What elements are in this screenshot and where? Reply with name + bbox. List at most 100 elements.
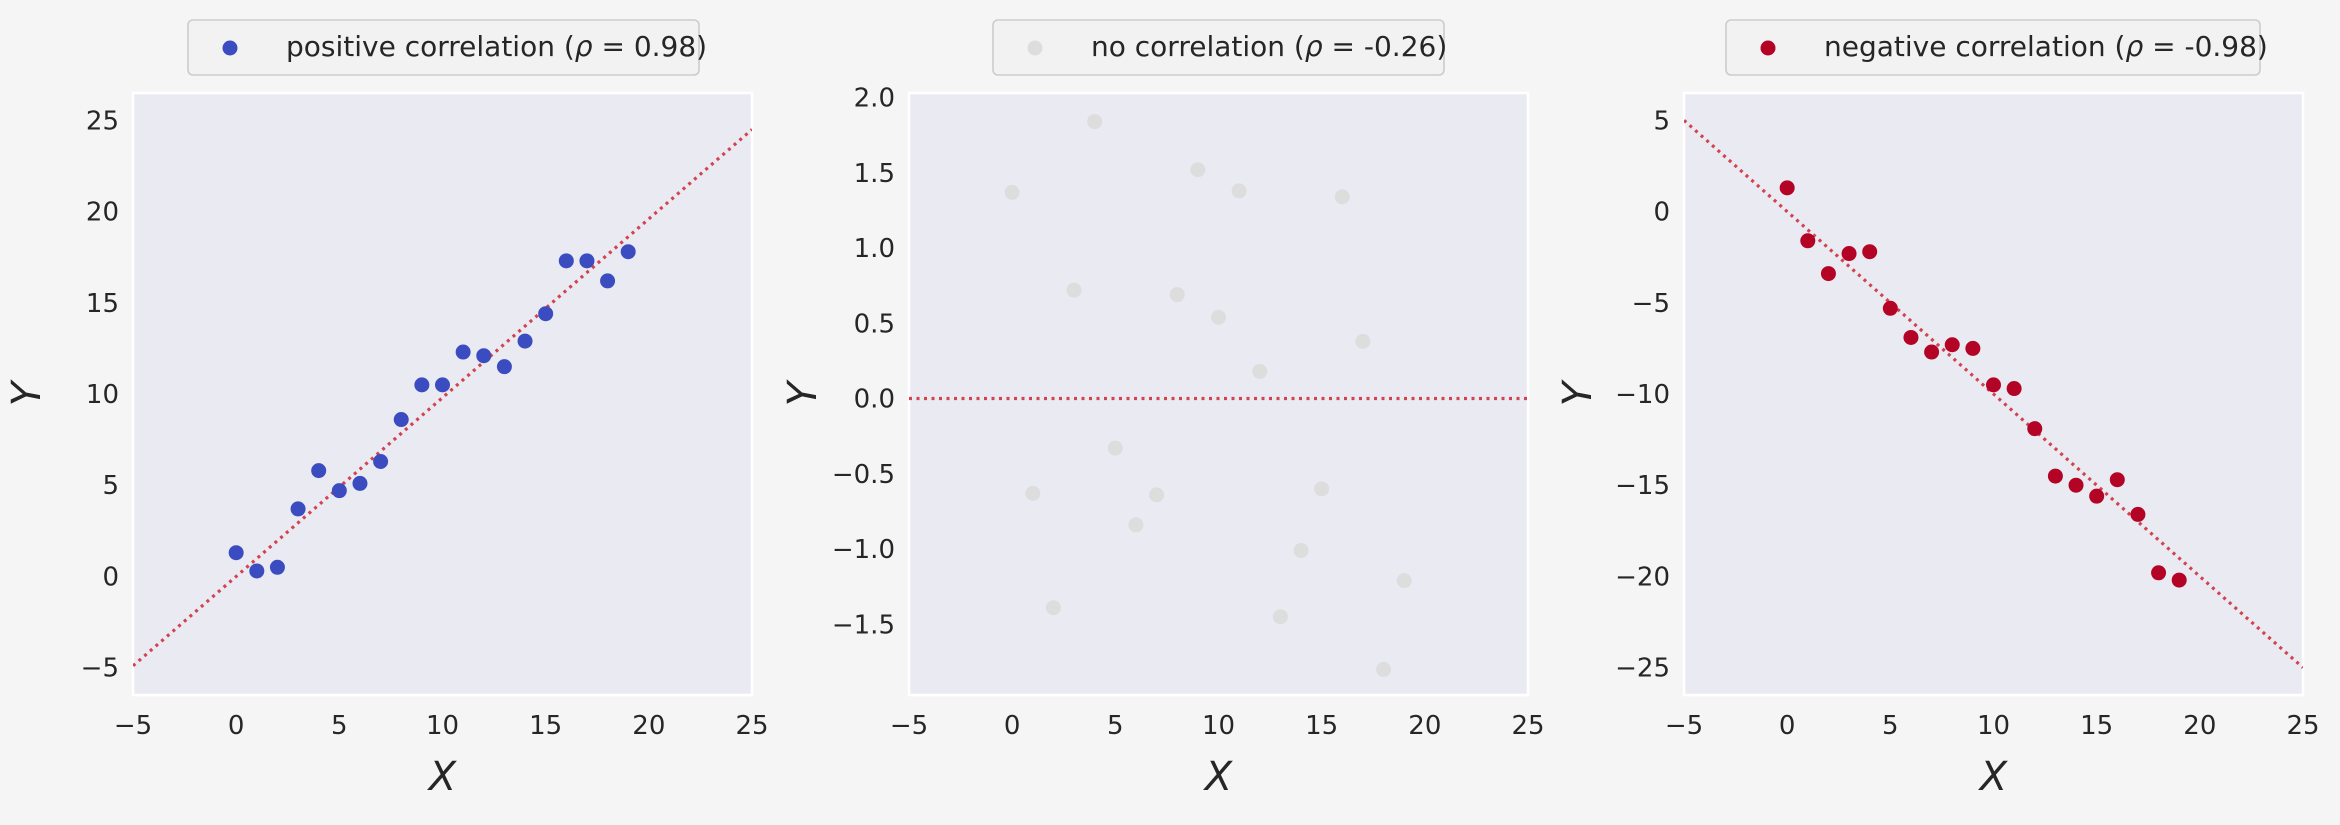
data-point xyxy=(2171,572,2187,588)
y-tick-label: −25 xyxy=(1615,654,1670,684)
data-point xyxy=(517,333,533,349)
x-tick-label: −5 xyxy=(890,711,928,741)
data-point xyxy=(311,463,327,479)
data-point xyxy=(1128,517,1144,533)
y-tick-label: −1.5 xyxy=(832,610,895,640)
data-point xyxy=(2130,506,2146,522)
y-tick-label: 0.0 xyxy=(854,385,895,415)
data-point xyxy=(1965,340,1981,356)
x-tick-label: 0 xyxy=(1004,711,1021,741)
data-point xyxy=(1820,266,1836,282)
x-tick-label: 20 xyxy=(2183,711,2216,741)
y-tick-label: −5 xyxy=(1632,289,1670,319)
y-axis-label: Y xyxy=(780,378,826,406)
data-point xyxy=(1107,440,1123,456)
data-point xyxy=(2151,565,2167,581)
data-point xyxy=(1045,600,1061,616)
data-point xyxy=(620,244,636,260)
data-point xyxy=(1252,363,1268,379)
data-point xyxy=(1190,162,1206,178)
data-point xyxy=(2047,468,2063,484)
x-tick-label: 5 xyxy=(1882,711,1899,741)
x-tick-label: 20 xyxy=(632,711,665,741)
x-axis-label: X xyxy=(1978,754,2009,800)
y-axis-label: Y xyxy=(4,378,50,406)
x-tick-label: 25 xyxy=(2286,711,2319,741)
data-point xyxy=(2068,477,2084,493)
y-tick-label: −5 xyxy=(81,654,119,684)
x-axis-label: X xyxy=(427,754,458,800)
data-point xyxy=(1355,333,1371,349)
data-point xyxy=(1800,233,1816,249)
data-point xyxy=(1903,329,1919,345)
x-tick-label: 0 xyxy=(228,711,245,741)
data-point xyxy=(249,563,265,579)
legend: negative correlation (ρ = -0.98) xyxy=(1725,19,2268,76)
data-point xyxy=(1293,543,1309,559)
data-point xyxy=(269,559,285,575)
data-point xyxy=(476,348,492,364)
x-tick-label: −5 xyxy=(1665,711,1703,741)
data-point xyxy=(579,253,595,269)
y-tick-label: 2.0 xyxy=(854,84,895,114)
chart-panel-2: −5 0 5 10 15 20 25 −1.5 −1.0 −0.5 0.0 0.5 1.0 1.5 2.0 X… xyxy=(780,19,1545,800)
data-point xyxy=(331,483,347,499)
x-tick-label: 25 xyxy=(1511,711,1544,741)
data-point xyxy=(1169,287,1185,303)
x-tick-label: 10 xyxy=(1977,711,2010,741)
y-tick-label: −0.5 xyxy=(832,460,895,490)
fit-line xyxy=(133,128,752,668)
plot-area xyxy=(907,91,1530,697)
y-tick-label: 5 xyxy=(1653,106,1670,136)
data-point xyxy=(1272,609,1288,625)
data-point xyxy=(558,253,574,269)
data-point xyxy=(1396,573,1412,589)
data-point xyxy=(1944,337,1960,353)
x-tick-label: 20 xyxy=(1408,711,1441,741)
data-point xyxy=(1986,377,2001,393)
data-point xyxy=(1376,661,1392,677)
data-point xyxy=(393,412,409,428)
data-point xyxy=(1231,183,1247,199)
y-tick-label: −10 xyxy=(1615,380,1670,410)
x-tick-label: 15 xyxy=(2080,711,2113,741)
legend-marker xyxy=(222,40,238,56)
data-point xyxy=(1066,282,1082,298)
legend-box xyxy=(992,19,1445,76)
data-point xyxy=(1862,244,1878,260)
y-tick-label: 0 xyxy=(1653,198,1670,228)
y-tick-label: 1.5 xyxy=(854,159,895,189)
data-point xyxy=(1314,481,1330,497)
data-point xyxy=(2006,381,2022,397)
legend-box xyxy=(187,19,700,76)
y-tick-label: 0 xyxy=(102,562,119,592)
data-point xyxy=(1004,184,1020,200)
y-tick-label: −20 xyxy=(1615,562,1670,592)
legend-marker xyxy=(1027,40,1043,56)
data-point xyxy=(352,475,368,491)
y-tick-label: 15 xyxy=(86,289,119,319)
legend-label: no correlation (ρ = -0.26) xyxy=(1091,30,1447,63)
y-axis-label: Y xyxy=(1555,378,1601,406)
data-point xyxy=(414,377,430,393)
data-point xyxy=(2109,472,2125,488)
data-point xyxy=(435,377,450,393)
x-tick-label: 0 xyxy=(1779,711,1796,741)
data-point xyxy=(1149,487,1165,503)
legend-label: negative correlation (ρ = -0.98) xyxy=(1824,30,2268,63)
data-point xyxy=(1334,189,1350,205)
data-point xyxy=(373,453,389,469)
data-point xyxy=(290,501,306,517)
x-tick-label: 15 xyxy=(529,711,562,741)
data-point xyxy=(1924,344,1940,360)
legend: no correlation (ρ = -0.26) xyxy=(992,19,1447,76)
data-point xyxy=(1025,485,1041,501)
data-point xyxy=(1841,246,1857,262)
data-point xyxy=(1211,309,1226,325)
plot-area xyxy=(131,91,754,697)
fit-line xyxy=(1684,119,2303,669)
x-tick-label: −5 xyxy=(114,711,152,741)
